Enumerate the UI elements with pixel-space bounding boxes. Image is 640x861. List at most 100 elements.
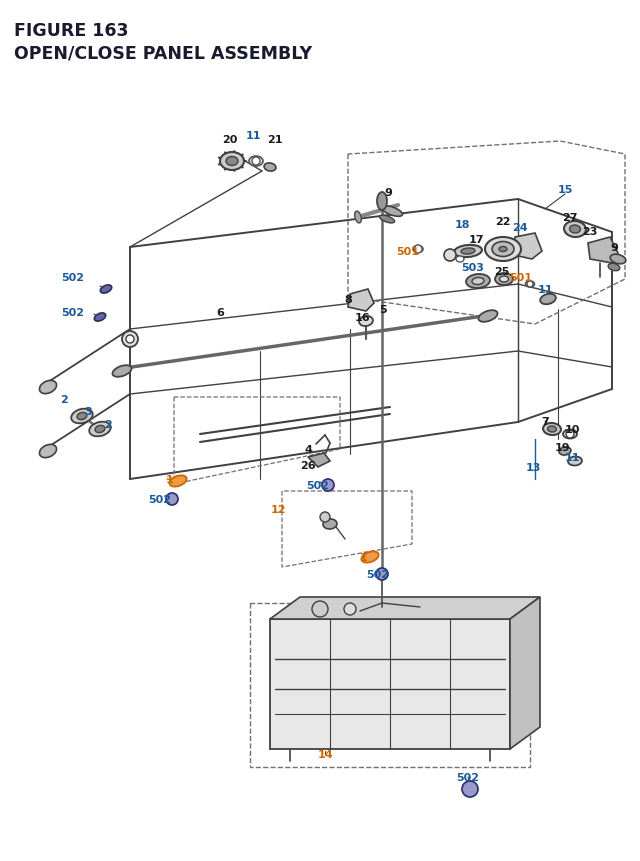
- Polygon shape: [588, 238, 618, 263]
- Ellipse shape: [564, 222, 586, 238]
- Text: 502: 502: [61, 307, 84, 318]
- Ellipse shape: [610, 255, 626, 264]
- Ellipse shape: [456, 257, 464, 263]
- Ellipse shape: [466, 275, 490, 288]
- Ellipse shape: [359, 317, 373, 326]
- Text: 503: 503: [461, 263, 484, 273]
- Ellipse shape: [499, 247, 507, 252]
- Text: 19: 19: [555, 443, 571, 453]
- Text: 27: 27: [563, 213, 578, 223]
- Text: 14: 14: [317, 749, 333, 759]
- Text: 11: 11: [245, 131, 260, 141]
- Ellipse shape: [499, 276, 509, 282]
- Polygon shape: [308, 454, 330, 468]
- Ellipse shape: [71, 409, 93, 424]
- Text: 502: 502: [367, 569, 390, 579]
- Text: 6: 6: [216, 307, 224, 318]
- Circle shape: [126, 336, 134, 344]
- Polygon shape: [510, 598, 540, 749]
- Circle shape: [376, 568, 388, 580]
- Circle shape: [527, 282, 533, 288]
- Polygon shape: [514, 233, 542, 260]
- Ellipse shape: [559, 448, 571, 455]
- Ellipse shape: [547, 426, 557, 432]
- Text: 1: 1: [166, 474, 174, 485]
- Text: 10: 10: [564, 424, 580, 435]
- Text: OPEN/CLOSE PANEL ASSEMBLY: OPEN/CLOSE PANEL ASSEMBLY: [14, 45, 312, 63]
- Text: 13: 13: [525, 462, 541, 473]
- Ellipse shape: [461, 249, 475, 255]
- Circle shape: [252, 158, 260, 166]
- Text: 8: 8: [344, 294, 352, 305]
- Ellipse shape: [355, 212, 362, 224]
- Polygon shape: [270, 598, 540, 619]
- Ellipse shape: [77, 413, 87, 420]
- Circle shape: [414, 245, 422, 254]
- Circle shape: [462, 781, 478, 797]
- Text: 5: 5: [379, 305, 387, 314]
- Text: 16: 16: [354, 313, 370, 323]
- Text: 9: 9: [384, 188, 392, 198]
- Text: 502: 502: [61, 273, 84, 282]
- Ellipse shape: [492, 242, 514, 257]
- Text: 25: 25: [494, 267, 509, 276]
- Ellipse shape: [540, 294, 556, 305]
- Ellipse shape: [100, 286, 111, 294]
- Text: 23: 23: [582, 226, 598, 237]
- Text: 11: 11: [537, 285, 553, 294]
- Text: 21: 21: [268, 135, 283, 145]
- Ellipse shape: [95, 426, 105, 433]
- Ellipse shape: [472, 278, 484, 285]
- Ellipse shape: [381, 207, 403, 217]
- Ellipse shape: [563, 430, 577, 439]
- Circle shape: [566, 430, 574, 438]
- Text: 502: 502: [456, 772, 479, 782]
- Ellipse shape: [485, 238, 521, 262]
- Circle shape: [322, 480, 334, 492]
- Text: 18: 18: [454, 220, 470, 230]
- Text: 15: 15: [557, 185, 573, 195]
- Ellipse shape: [568, 457, 582, 466]
- Circle shape: [444, 250, 456, 262]
- Ellipse shape: [377, 193, 387, 211]
- Polygon shape: [348, 289, 374, 312]
- Ellipse shape: [543, 424, 561, 436]
- Ellipse shape: [249, 157, 263, 167]
- Ellipse shape: [380, 216, 395, 224]
- Text: 501: 501: [509, 273, 532, 282]
- Text: 11: 11: [564, 453, 580, 462]
- Ellipse shape: [362, 552, 379, 563]
- Ellipse shape: [454, 245, 482, 257]
- Bar: [270, 619, 510, 749]
- Text: 20: 20: [222, 135, 237, 145]
- Circle shape: [166, 493, 178, 505]
- Ellipse shape: [323, 519, 337, 530]
- Ellipse shape: [113, 366, 132, 377]
- Text: 4: 4: [304, 444, 312, 455]
- Ellipse shape: [495, 274, 513, 286]
- Text: 1: 1: [360, 553, 368, 562]
- Ellipse shape: [89, 422, 111, 437]
- Circle shape: [344, 604, 356, 616]
- Ellipse shape: [264, 164, 276, 172]
- Text: 17: 17: [468, 235, 484, 245]
- Text: 2: 2: [104, 419, 112, 430]
- Ellipse shape: [570, 226, 580, 233]
- Circle shape: [312, 601, 328, 617]
- Text: 502: 502: [307, 480, 330, 491]
- Ellipse shape: [226, 158, 238, 166]
- Text: 7: 7: [541, 417, 549, 426]
- Ellipse shape: [170, 476, 187, 487]
- Ellipse shape: [220, 152, 244, 170]
- Ellipse shape: [608, 264, 620, 271]
- Text: 9: 9: [610, 243, 618, 253]
- Text: 22: 22: [495, 217, 511, 226]
- Ellipse shape: [40, 381, 56, 394]
- Ellipse shape: [525, 282, 534, 288]
- Ellipse shape: [40, 445, 56, 458]
- Text: 2: 2: [60, 394, 68, 405]
- Ellipse shape: [413, 246, 423, 253]
- Text: 501: 501: [397, 247, 419, 257]
- Text: 12: 12: [270, 505, 285, 514]
- Text: 3: 3: [84, 406, 92, 417]
